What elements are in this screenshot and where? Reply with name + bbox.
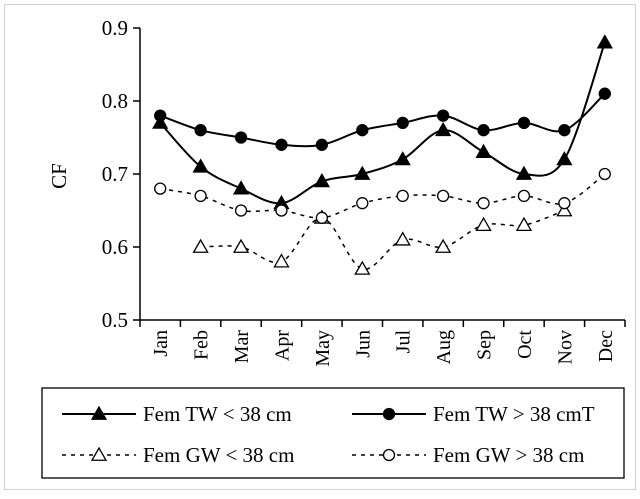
series-2-point (477, 124, 490, 137)
legend-label-4: Fem GW > 38 cm (433, 443, 584, 467)
series-line-2 (159, 92, 606, 148)
legend-label-1: Fem TW < 38 cm (143, 402, 292, 426)
legend-label-3: Fem GW < 38 cm (143, 443, 294, 467)
series-2-point (558, 124, 571, 137)
series-2-point (598, 87, 611, 100)
x-tick-label: Oct (514, 330, 536, 359)
x-tick-label: Aug (433, 330, 455, 364)
legend-swatch-marker-3 (90, 446, 108, 461)
series-2-point (194, 124, 207, 137)
x-tick-label: Apr (271, 330, 293, 361)
series-3-point (354, 260, 371, 275)
x-tick-label: Mar (231, 330, 253, 364)
legend-label-2: Fem TW > 38 cmT (433, 402, 595, 426)
series-2-point (356, 124, 369, 137)
series-2-point (436, 109, 450, 122)
series-3-point (515, 216, 533, 232)
series-2-point (396, 116, 409, 130)
series-3-point (394, 231, 411, 246)
x-tick-label: Jun (352, 330, 374, 358)
y-axis-label: CF (47, 163, 71, 189)
series-3-point (273, 253, 290, 268)
series-2-point (234, 131, 248, 144)
series-2-point (154, 109, 167, 122)
series-line-3 (200, 209, 565, 270)
legend-swatch-marker-2 (382, 407, 396, 421)
series-1-point (192, 158, 209, 173)
series-1-point (435, 121, 452, 137)
series-4-point (234, 204, 248, 217)
legend-swatch-marker-1 (90, 405, 108, 420)
series-4-point (436, 189, 450, 203)
series-4-point (194, 189, 207, 203)
series-line-4 (160, 173, 606, 219)
series-1-point (354, 165, 371, 180)
series-3-point (232, 238, 250, 253)
series-3-point (435, 238, 452, 253)
x-tick-label: Dec (595, 330, 617, 362)
series-1-point (475, 143, 492, 159)
series-3-point (475, 216, 492, 232)
series-4-point (356, 197, 369, 210)
y-tick-label: 0.7 (102, 162, 128, 186)
series-1-point (313, 172, 330, 188)
legend-box (41, 387, 625, 479)
series-1-point (232, 180, 250, 195)
series-2-point (315, 138, 329, 151)
y-tick-label: 0.6 (102, 235, 128, 259)
series-3-point (192, 238, 209, 253)
series-4-point (154, 182, 167, 195)
x-tick-label: Nov (554, 330, 576, 364)
series-line-1 (159, 42, 606, 205)
series-4-point (558, 197, 571, 210)
x-tick-label: Feb (191, 330, 213, 360)
x-tick-label: Jul (393, 330, 415, 354)
series-2-point (275, 138, 288, 151)
series-2-point (517, 116, 531, 130)
legend-swatch-marker-4 (382, 448, 396, 462)
series-4-point (477, 197, 490, 210)
series-1-point (596, 34, 613, 49)
series-1-point (556, 151, 573, 166)
series-1-point (515, 165, 533, 180)
series-4-point (517, 189, 531, 203)
y-tick-label: 0.8 (102, 89, 128, 113)
x-tick-label: May (312, 330, 334, 367)
series-4-point (315, 211, 329, 224)
x-tick-label: Jan (150, 330, 172, 357)
series-1-point (152, 114, 169, 129)
y-tick-label: 0.9 (102, 16, 128, 40)
series-3-point (556, 202, 573, 217)
series-4-point (598, 167, 611, 181)
series-4-point (396, 189, 409, 203)
series-1-point (394, 151, 411, 166)
series-4-point (275, 204, 288, 217)
x-tick-label: Sep (474, 330, 496, 360)
y-tick-label: 0.5 (102, 308, 128, 332)
